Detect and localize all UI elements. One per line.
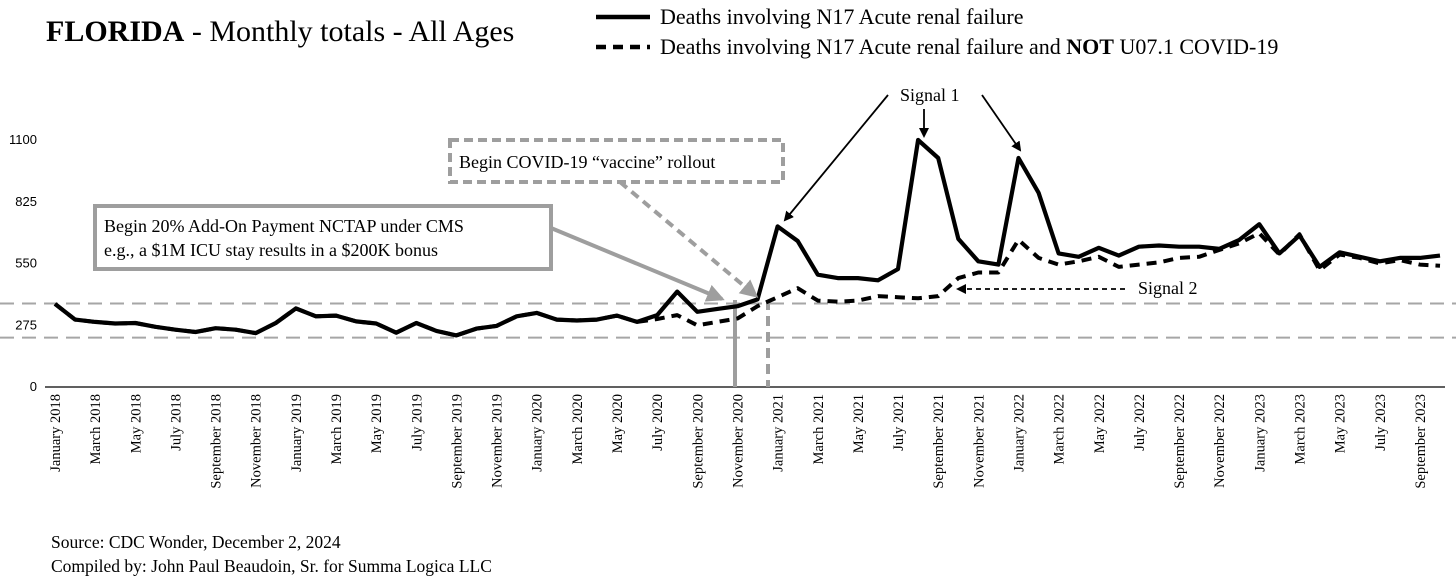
x-tick-label: March 2023 [1292, 394, 1308, 464]
legend-dashed-bold: NOT [1066, 34, 1114, 59]
legend: Deaths involving N17 Acute renal failure… [596, 4, 1278, 59]
nctap-annotation-line1: Begin 20% Add-On Payment NCTAP under CMS [104, 216, 464, 236]
signal1-arrow-a [783, 94, 889, 222]
signal2-label: Signal 2 [1138, 278, 1198, 298]
source-line2: Compiled by: John Paul Beaudoin, Sr. for… [51, 556, 492, 576]
x-tick-label: July 2021 [891, 394, 907, 451]
chart-title-rest: - Monthly totals - All Ages [184, 15, 514, 48]
x-tick-label: September 2021 [931, 394, 947, 489]
x-tick-label: January 2023 [1252, 394, 1268, 472]
x-tick-label: November 2019 [490, 394, 506, 488]
x-tick-label: September 2022 [1172, 394, 1188, 489]
legend-dashed-label: Deaths involving N17 Acute renal failure… [660, 34, 1278, 59]
x-tick-label: January 2022 [1011, 394, 1027, 472]
chart-title: FLORIDA - Monthly totals - All Ages [46, 15, 514, 48]
x-tick-label: March 2020 [570, 394, 586, 464]
x-tick-label: September 2020 [690, 394, 706, 489]
y-tick-label: 550 [15, 256, 37, 271]
x-tick-label: September 2023 [1413, 394, 1429, 489]
x-tick-label: November 2022 [1212, 394, 1228, 488]
x-tick-label: November 2020 [730, 394, 746, 488]
series-line-all [53, 137, 1441, 338]
signal1-arrow-c [981, 94, 1022, 152]
legend-solid-label: Deaths involving N17 Acute renal failure [660, 4, 1024, 29]
x-tick-label: May 2022 [1092, 394, 1108, 453]
x-tick-label: November 2018 [249, 394, 265, 488]
series-group [53, 137, 1441, 338]
nctap-annotation-line2: e.g., a $1M ICU stay results in a $200K … [104, 240, 438, 260]
x-tick-label: March 2022 [1052, 394, 1068, 464]
nctap-annotation-box [93, 204, 553, 271]
vaccine-arrow [618, 180, 759, 298]
legend-dashed-post: U07.1 COVID-19 [1114, 34, 1278, 59]
x-tick-label: March 2021 [811, 394, 827, 464]
nctap-arrow [550, 226, 725, 302]
x-tick-label: July 2023 [1373, 394, 1389, 451]
vaccine-annotation-box [448, 138, 785, 184]
x-tick-label: July 2022 [1132, 394, 1148, 451]
x-axis-ticks: January 2018 March 2018 May 2018 July 2018 S… [48, 394, 1429, 489]
chart-title-bold: FLORIDA [46, 15, 185, 48]
x-tick-label: November 2021 [971, 394, 987, 488]
vaccine-annotation-label: Begin COVID-19 “vaccine” rollout [459, 152, 715, 172]
x-tick-label: January 2021 [771, 394, 787, 472]
x-tick-label: July 2020 [650, 394, 666, 451]
x-tick-label: May 2018 [128, 394, 144, 453]
x-tick-label: July 2018 [168, 394, 184, 451]
x-tick-label: March 2019 [329, 394, 345, 464]
x-tick-label: May 2020 [610, 394, 626, 453]
x-tick-label: January 2020 [530, 394, 546, 472]
y-tick-label: 1100 [9, 132, 37, 147]
x-tick-label: September 2018 [209, 394, 225, 489]
y-tick-label: 825 [15, 194, 37, 209]
x-tick-label: January 2019 [289, 394, 305, 472]
y-tick-label: 0 [30, 379, 37, 394]
x-tick-label: May 2023 [1333, 394, 1349, 453]
x-tick-label: May 2021 [851, 394, 867, 453]
y-axis-ticks: 0 275 550 825 1100 [9, 132, 37, 394]
signal1-label: Signal 1 [900, 85, 960, 105]
x-tick-label: May 2019 [369, 394, 385, 453]
reference-lines [0, 302, 1456, 339]
x-tick-label: July 2019 [409, 394, 425, 451]
x-tick-label: March 2018 [88, 394, 104, 464]
source-line1: Source: CDC Wonder, December 2, 2024 [51, 532, 341, 552]
y-tick-label: 275 [15, 317, 37, 332]
legend-dashed-pre: Deaths involving N17 Acute renal failure… [660, 34, 1066, 59]
x-tick-label: September 2019 [449, 394, 465, 489]
x-tick-label: January 2018 [48, 394, 64, 472]
